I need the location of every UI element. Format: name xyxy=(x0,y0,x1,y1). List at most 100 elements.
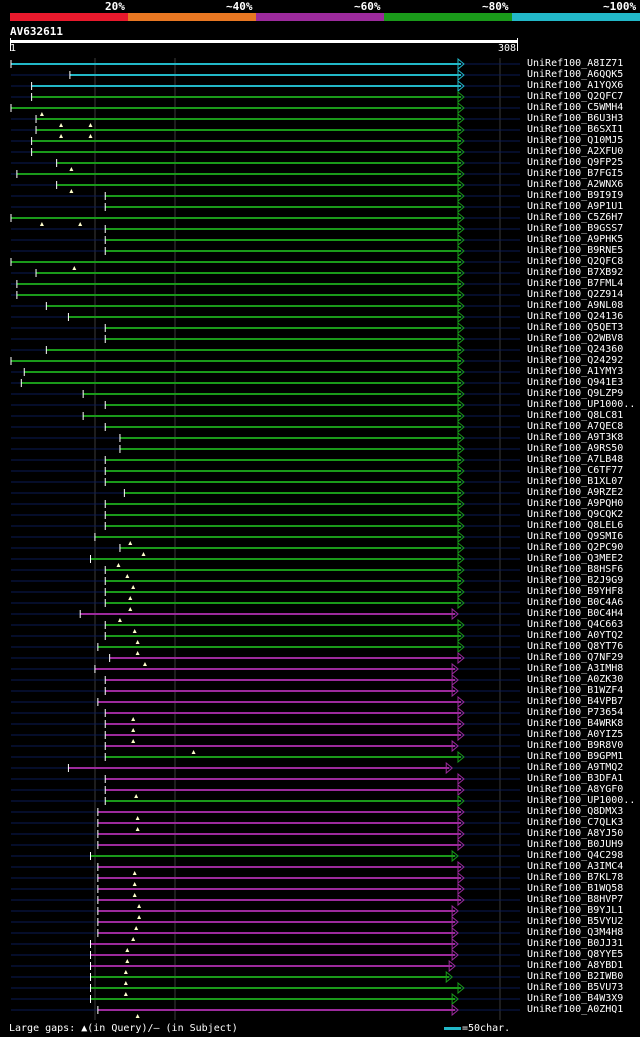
hit-label[interactable]: UniRef100_C6TF77 xyxy=(527,465,624,476)
hit-label[interactable]: UniRef100_B1WZF4 xyxy=(527,685,624,696)
query-gap-marker xyxy=(116,563,121,567)
hit-label[interactable]: UniRef100_B9GSS7 xyxy=(527,223,624,234)
hit-label[interactable]: UniRef100_A9PHK5 xyxy=(527,234,624,245)
hit-label[interactable]: UniRef100_A9RS50 xyxy=(527,443,624,454)
hit-label[interactable]: UniRef100_A3IMH8 xyxy=(527,663,624,674)
hit-label[interactable]: UniRef100_A3IMC4 xyxy=(527,861,624,872)
hit-label[interactable]: UniRef100_A0ZHQ1 xyxy=(527,1004,624,1015)
hit-label[interactable]: UniRef100_B7FML4 xyxy=(527,278,624,289)
hit-end-arrow xyxy=(457,398,465,412)
hit-label[interactable]: UniRef100_Q941E3 xyxy=(527,377,624,388)
hit-label[interactable]: UniRef100_B9GPM1 xyxy=(527,751,624,762)
hit-end-arrow xyxy=(457,695,465,709)
hit-label[interactable]: UniRef100_A9RZE2 xyxy=(527,487,624,498)
hit-end-arrow xyxy=(457,90,465,104)
hit-label[interactable]: UniRef100_B9I9I9 xyxy=(527,190,624,201)
hit-label[interactable]: UniRef100_A0YTQ2 xyxy=(527,630,624,641)
hit-label[interactable]: UniRef100_B0C4A6 xyxy=(527,597,624,608)
hit-end-arrow xyxy=(457,519,465,533)
hit-label[interactable]: UniRef100_Q8YYE5 xyxy=(527,949,624,960)
hit-label[interactable]: UniRef100_A9P1U1 xyxy=(527,201,624,212)
hit-label[interactable]: UniRef100_B9RNE5 xyxy=(527,245,624,256)
hit-label[interactable]: UniRef100_C5WMH4 xyxy=(527,102,624,113)
hit-label[interactable]: UniRef100_A0ZK30 xyxy=(527,674,624,685)
hit-label[interactable]: UniRef100_UP1000.. xyxy=(527,795,636,806)
hit-label[interactable]: UniRef100_A8YJ50 xyxy=(527,828,624,839)
hit-label[interactable]: UniRef100_A2XFU0 xyxy=(527,146,624,157)
hit-label[interactable]: UniRef100_Q2QFC7 xyxy=(527,91,624,102)
hit-label[interactable]: UniRef100_C5Z6H7 xyxy=(527,212,624,223)
hit-end-arrow xyxy=(457,552,465,566)
hit-label[interactable]: UniRef100_B1XL07 xyxy=(527,476,624,487)
query-gap-marker xyxy=(141,552,146,556)
hit-label[interactable]: UniRef100_A8YGF0 xyxy=(527,784,624,795)
hit-label[interactable]: UniRef100_A9TMQ2 xyxy=(527,762,624,773)
hit-label[interactable]: UniRef100_B0JJ31 xyxy=(527,938,624,949)
hit-label[interactable]: UniRef100_Q7NF29 xyxy=(527,652,624,663)
hit-label[interactable]: UniRef100_B2IWB0 xyxy=(527,971,624,982)
hit-label[interactable]: UniRef100_A8IZ71 xyxy=(527,58,624,69)
hit-label[interactable]: UniRef100_A8YBD1 xyxy=(527,960,624,971)
hit-label[interactable]: UniRef100_B4WRK8 xyxy=(527,718,624,729)
hit-label[interactable]: UniRef100_Q3M4H8 xyxy=(527,927,624,938)
hit-label[interactable]: UniRef100_UP1000.. xyxy=(527,399,636,410)
hit-label[interactable]: UniRef100_Q8DMX3 xyxy=(527,806,624,817)
hit-label[interactable]: UniRef100_Q24292 xyxy=(527,355,624,366)
query-gap-marker xyxy=(135,816,140,820)
hit-label[interactable]: UniRef100_B7FGI5 xyxy=(527,168,624,179)
hit-label[interactable]: UniRef100_A1YQX6 xyxy=(527,80,624,91)
hit-label[interactable]: UniRef100_Q8LC81 xyxy=(527,410,624,421)
hit-end-arrow xyxy=(457,266,465,280)
hit-label[interactable]: UniRef100_Q2Z914 xyxy=(527,289,624,300)
hit-label[interactable]: UniRef100_B9YHF8 xyxy=(527,586,624,597)
hit-label[interactable]: UniRef100_A2WNX6 xyxy=(527,179,624,190)
hit-end-arrow xyxy=(457,882,465,896)
hit-label[interactable]: UniRef100_B7KL78 xyxy=(527,872,624,883)
hit-label[interactable]: UniRef100_B5VU73 xyxy=(527,982,624,993)
hit-label[interactable]: UniRef100_B4W3X9 xyxy=(527,993,624,1004)
hit-label[interactable]: UniRef100_B7XB92 xyxy=(527,267,624,278)
query-gap-marker xyxy=(135,1014,140,1018)
hit-label[interactable]: UniRef100_Q4C298 xyxy=(527,850,624,861)
hit-label[interactable]: UniRef100_B8HVP7 xyxy=(527,894,624,905)
hit-label[interactable]: UniRef100_B4VPB7 xyxy=(527,696,624,707)
hit-label[interactable]: UniRef100_Q24360 xyxy=(527,344,624,355)
hit-label[interactable]: UniRef100_Q9LZP9 xyxy=(527,388,624,399)
hit-label[interactable]: UniRef100_Q24136 xyxy=(527,311,624,322)
hit-label[interactable]: UniRef100_Q5QET3 xyxy=(527,322,624,333)
hit-label[interactable]: UniRef100_B2J9G9 xyxy=(527,575,624,586)
hit-label[interactable]: UniRef100_P73654 xyxy=(527,707,624,718)
hit-label[interactable]: UniRef100_A7LB48 xyxy=(527,454,624,465)
hit-label[interactable]: UniRef100_B1WQ58 xyxy=(527,883,624,894)
hit-label[interactable]: UniRef100_A1YMY3 xyxy=(527,366,624,377)
hit-label[interactable]: UniRef100_C7QLK3 xyxy=(527,817,624,828)
hit-label[interactable]: UniRef100_A6QQK5 xyxy=(527,69,624,80)
hit-label[interactable]: UniRef100_Q2QFC8 xyxy=(527,256,624,267)
hit-label[interactable]: UniRef100_Q9FP25 xyxy=(527,157,624,168)
query-gap-marker xyxy=(134,926,139,930)
hit-label[interactable]: UniRef100_Q2PC90 xyxy=(527,542,624,553)
hit-end-arrow xyxy=(457,332,465,346)
hit-label[interactable]: UniRef100_B5VYU2 xyxy=(527,916,624,927)
hit-label[interactable]: UniRef100_B9R8V0 xyxy=(527,740,624,751)
hit-label[interactable]: UniRef100_Q10MJ5 xyxy=(527,135,624,146)
hit-label[interactable]: UniRef100_B6U3H3 xyxy=(527,113,624,124)
hit-label[interactable]: UniRef100_Q9CQK2 xyxy=(527,509,624,520)
hit-label[interactable]: UniRef100_B9YJL1 xyxy=(527,905,624,916)
hit-label[interactable]: UniRef100_Q8LEL6 xyxy=(527,520,624,531)
hit-label[interactable]: UniRef100_A9PQH0 xyxy=(527,498,624,509)
hit-label[interactable]: UniRef100_Q4C663 xyxy=(527,619,624,630)
hit-label[interactable]: UniRef100_Q3MEE2 xyxy=(527,553,624,564)
hit-label[interactable]: UniRef100_A9T3K8 xyxy=(527,432,624,443)
hit-label[interactable]: UniRef100_A0YIZ5 xyxy=(527,729,624,740)
hit-label[interactable]: UniRef100_B6SXI1 xyxy=(527,124,624,135)
hit-label[interactable]: UniRef100_Q2WBV8 xyxy=(527,333,624,344)
hit-label[interactable]: UniRef100_Q8YT76 xyxy=(527,641,624,652)
hit-label[interactable]: UniRef100_A7QEC8 xyxy=(527,421,624,432)
hit-label[interactable]: UniRef100_A9NL08 xyxy=(527,300,624,311)
hit-label[interactable]: UniRef100_B0JUH9 xyxy=(527,839,624,850)
hit-label[interactable]: UniRef100_Q9SMI6 xyxy=(527,531,624,542)
hit-label[interactable]: UniRef100_B8HSF6 xyxy=(527,564,624,575)
hit-label[interactable]: UniRef100_B0C4H4 xyxy=(527,608,624,619)
hit-label[interactable]: UniRef100_B3DFA1 xyxy=(527,773,624,784)
